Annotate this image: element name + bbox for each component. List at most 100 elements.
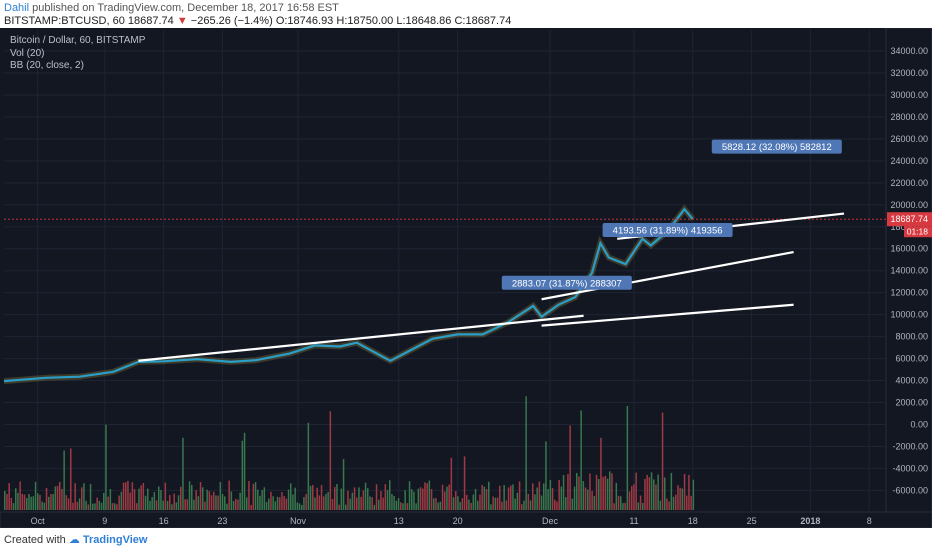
volume-bar	[224, 496, 226, 510]
volume-bar	[331, 498, 334, 510]
volume-bar	[505, 500, 508, 510]
volume-bar	[690, 495, 692, 510]
volume-bar	[595, 474, 598, 510]
volume-bar	[492, 496, 494, 510]
volume-bar	[98, 500, 101, 510]
volume-bar	[142, 482, 145, 510]
volume-bar	[349, 498, 351, 510]
time-axis	[0, 511, 932, 528]
volume-bar	[323, 496, 325, 510]
volume-bar	[252, 483, 255, 510]
x-tick-label: 2018	[800, 516, 820, 526]
volume-bar	[70, 448, 72, 510]
volume-bar	[230, 491, 233, 510]
volume-bar	[378, 499, 380, 510]
measure-label-box	[501, 275, 632, 290]
volume-bar	[551, 487, 554, 510]
volume-bar	[182, 437, 184, 510]
x-tick-label: 9	[102, 516, 107, 526]
y-tick-label: 20000.00	[890, 200, 928, 210]
volume-bar	[543, 483, 545, 510]
y-tick-label: 28000.00	[890, 112, 928, 122]
volume-bar	[39, 494, 41, 510]
volume-bar	[384, 484, 387, 510]
volume-bar	[197, 496, 200, 510]
y-tick-label: 6000.00	[895, 354, 928, 364]
author-link[interactable]: Dahil	[4, 2, 30, 14]
volume-bar	[624, 502, 626, 510]
volume-bar	[364, 482, 367, 510]
volume-bar	[664, 477, 666, 510]
last-price: 18687.74	[127, 15, 174, 27]
measure-label: 5828.12 (32.08%) 582812	[722, 142, 832, 153]
volume-bar	[406, 503, 409, 510]
volume-bar	[679, 487, 681, 510]
measure-label: 4193.56 (31.89%) 419356	[613, 226, 723, 237]
volume-bar	[547, 489, 549, 510]
volume-bar	[140, 485, 142, 510]
volume-bar	[162, 500, 164, 510]
volume-bar	[483, 486, 486, 510]
volume-bar	[499, 485, 501, 510]
volume-bar	[12, 503, 15, 510]
volume-bar	[426, 483, 428, 510]
volume-bar	[294, 487, 296, 510]
price-chart[interactable]: 34000.00 32000.00 30000.00 28000.00 26000.00…	[0, 28, 932, 528]
price-axis	[885, 28, 932, 528]
volume-bar	[532, 483, 534, 510]
volume-bar	[430, 489, 433, 510]
volume-bar	[400, 502, 402, 510]
volume-bar	[8, 483, 10, 510]
trendline	[541, 303, 794, 327]
volume-bar	[580, 410, 582, 510]
chart-background	[0, 28, 932, 528]
volume-bar	[620, 496, 622, 510]
measure-label-box	[602, 223, 733, 238]
volume-bar	[558, 480, 560, 510]
volume-bar	[76, 501, 79, 510]
publish-info: published on TradingView.com, December 1…	[32, 2, 339, 14]
volume-bar	[639, 495, 642, 510]
volume-bar	[120, 491, 123, 510]
volume-bar	[582, 481, 585, 510]
y-tick-label: 2000.00	[895, 398, 928, 408]
volume-bar	[672, 496, 675, 510]
volume-bar	[48, 496, 50, 510]
volume-bar	[34, 481, 37, 510]
y-tick-label: 14000.00	[890, 266, 928, 276]
volume-bar	[468, 499, 470, 510]
volume-bar	[604, 475, 607, 510]
volume-bar	[516, 492, 519, 510]
volume-bar	[450, 457, 453, 510]
bollinger-indicator-label[interactable]: BB (20, close, 2)	[10, 60, 84, 71]
volume-bar	[184, 499, 186, 510]
y-tick-label: 24000.00	[890, 156, 928, 166]
volume-bar	[362, 490, 365, 510]
volume-bar	[609, 471, 611, 510]
volume-bar	[272, 496, 274, 510]
volume-bar	[74, 483, 76, 510]
volume-bar	[292, 494, 294, 510]
volume-bar	[215, 495, 217, 510]
volume-bar	[395, 500, 398, 510]
volume-bar	[160, 490, 162, 510]
volume-bar	[45, 487, 48, 510]
volume-bar	[525, 396, 527, 510]
volume-bar	[92, 503, 94, 510]
volume-bar	[237, 499, 239, 510]
volume-bar	[408, 481, 411, 510]
volume-bar	[659, 500, 662, 510]
volume-bar	[692, 479, 695, 510]
volume-bar	[668, 501, 670, 510]
volume-bar	[89, 483, 92, 510]
volume-bar	[309, 485, 312, 510]
tradingview-logo[interactable]: TradingView	[82, 534, 148, 546]
volume-bar	[538, 481, 541, 510]
y-tick-label: 32000.00	[890, 68, 928, 78]
volume-bar	[571, 498, 574, 510]
volume-bar	[507, 487, 510, 510]
volume-bar	[268, 498, 270, 510]
volume-indicator-label[interactable]: Vol (20)	[10, 48, 45, 59]
volume-bar	[221, 493, 224, 510]
volume-bar	[186, 499, 189, 510]
